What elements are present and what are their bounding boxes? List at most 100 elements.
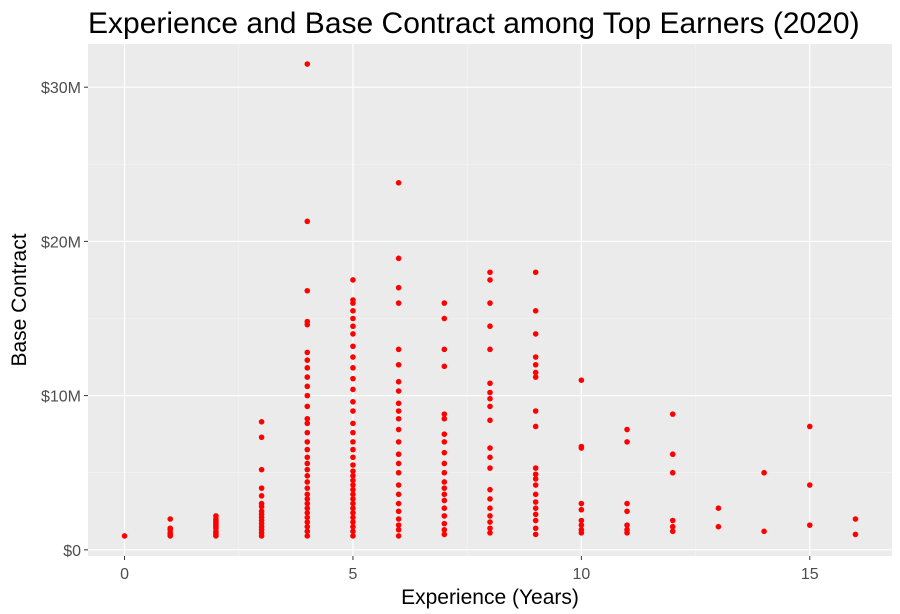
data-point — [441, 449, 448, 456]
data-point — [578, 377, 585, 383]
data-point — [532, 499, 539, 505]
data-point — [304, 287, 311, 294]
data-point — [350, 468, 356, 474]
data-point — [532, 331, 539, 337]
data-point — [578, 522, 585, 528]
data-point — [487, 269, 493, 276]
data-point — [487, 417, 493, 424]
data-point — [304, 446, 311, 453]
data-point — [350, 315, 356, 322]
data-point — [395, 526, 402, 533]
data-point — [441, 505, 448, 511]
data-point — [350, 477, 356, 484]
data-point — [441, 469, 448, 476]
data-point — [350, 510, 356, 516]
data-point — [304, 357, 311, 363]
data-point — [258, 493, 265, 499]
data-point — [532, 361, 539, 368]
data-point — [395, 346, 402, 353]
data-point — [304, 415, 311, 422]
data-point — [852, 531, 859, 538]
data-point — [624, 522, 630, 528]
data-point — [350, 354, 356, 360]
data-point — [395, 415, 402, 422]
data-point — [304, 429, 311, 436]
data-point — [395, 522, 402, 528]
data-point — [487, 486, 493, 493]
data-point — [350, 375, 356, 382]
data-point — [532, 525, 539, 532]
x-tick-label: 0 — [120, 566, 129, 583]
major-gridlines — [88, 44, 892, 556]
minor-gridlines — [88, 44, 892, 556]
data-point — [852, 516, 859, 522]
data-point — [304, 374, 311, 380]
data-point — [441, 531, 448, 538]
data-point — [532, 491, 539, 498]
data-point — [350, 528, 356, 535]
data-point — [487, 380, 493, 387]
data-point — [532, 408, 539, 414]
data-point — [487, 300, 493, 306]
data-point — [487, 323, 493, 330]
data-point — [487, 445, 493, 451]
data-point — [441, 479, 448, 485]
data-point — [395, 300, 402, 306]
data-point — [441, 300, 448, 306]
data-point — [350, 365, 356, 371]
data-point — [578, 443, 585, 450]
data-point — [395, 426, 402, 433]
data-point — [395, 508, 402, 515]
data-point — [624, 439, 630, 445]
data-point — [304, 218, 311, 225]
data-point — [532, 505, 539, 511]
data-point — [441, 497, 448, 504]
data-point — [761, 528, 767, 535]
data-point — [304, 460, 311, 467]
data-point — [258, 500, 265, 507]
data-point — [304, 383, 311, 390]
data-point — [669, 523, 676, 530]
data-point — [304, 496, 311, 502]
data-point — [350, 446, 356, 453]
data-point — [487, 403, 493, 410]
data-point — [350, 482, 356, 488]
data-point — [487, 530, 493, 536]
data-point — [350, 297, 356, 303]
y-tick-label: $20M — [41, 234, 81, 251]
tick-labels: 0 5 10 15 $0 $10M $20M $30M — [41, 80, 819, 583]
data-point — [304, 528, 311, 535]
data-point — [532, 511, 539, 518]
data-point — [441, 526, 448, 533]
x-tick-label: 5 — [349, 566, 358, 583]
data-point — [441, 439, 448, 445]
data-points — [121, 61, 859, 539]
data-point — [532, 269, 539, 276]
data-point — [350, 343, 356, 350]
data-point — [258, 419, 265, 425]
data-point — [715, 505, 722, 511]
data-point — [258, 434, 265, 441]
data-point — [304, 392, 311, 399]
data-point — [395, 451, 402, 458]
data-point — [532, 374, 539, 380]
data-point — [167, 516, 174, 522]
data-point — [304, 514, 311, 521]
data-point — [304, 523, 311, 530]
x-tick-label: 15 — [801, 566, 819, 583]
data-point — [213, 513, 219, 519]
data-point — [395, 469, 402, 476]
data-point — [304, 491, 311, 498]
data-point — [350, 486, 356, 493]
data-point — [395, 179, 402, 186]
data-point — [395, 400, 402, 407]
data-point — [167, 525, 174, 532]
data-point — [669, 411, 676, 417]
data-point — [532, 476, 539, 482]
data-point — [350, 473, 356, 479]
data-point — [395, 378, 402, 385]
data-point — [669, 528, 676, 535]
data-point — [350, 307, 356, 314]
plot-background — [88, 44, 892, 556]
